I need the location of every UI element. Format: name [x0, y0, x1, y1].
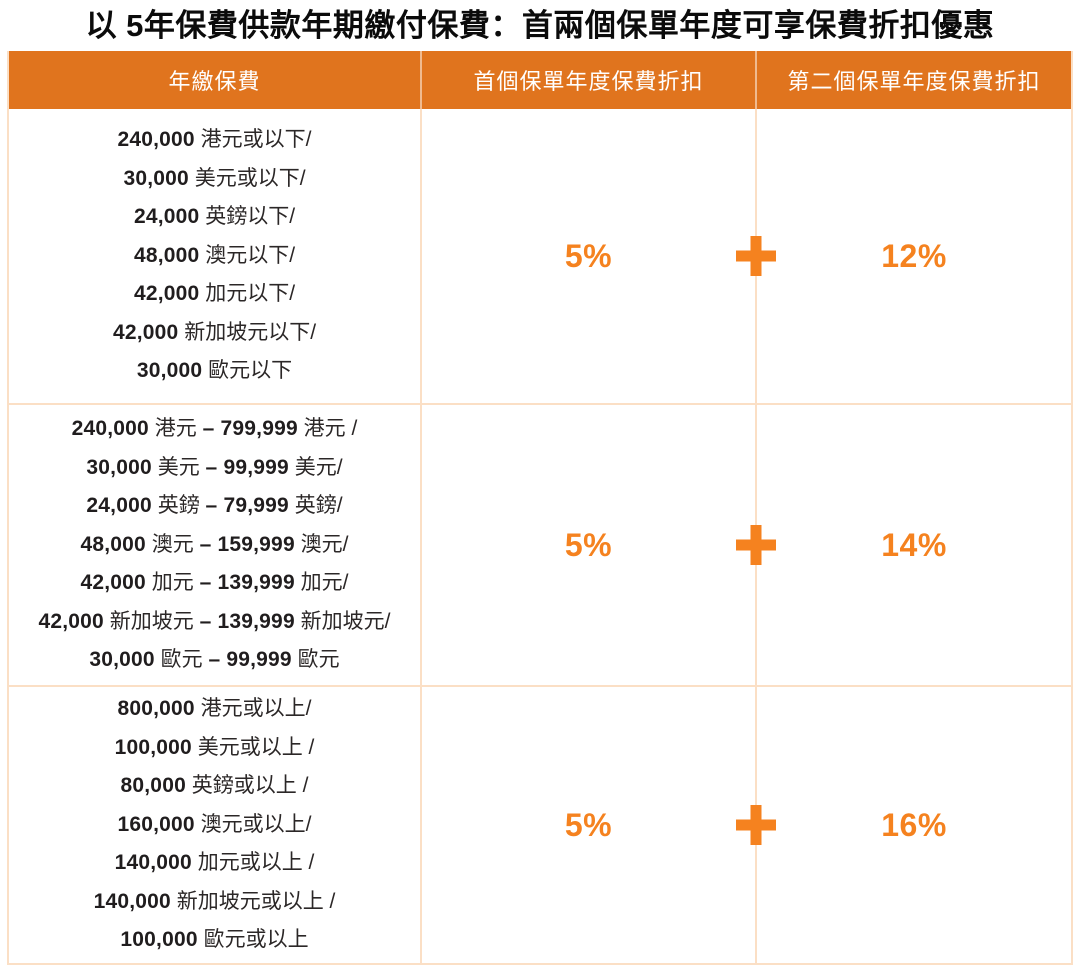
premium-line: 42,000 新加坡元 – 139,999 新加坡元/: [38, 609, 391, 633]
second-year-discount-cell: 14%: [755, 405, 1071, 685]
premium-line: 42,000 新加坡元以下/: [112, 320, 317, 344]
plus-icon: [736, 236, 776, 276]
annual-premium-cell: 800,000 港元或以上/100,000 美元或以上 / 80,000 英鎊或以…: [9, 687, 420, 963]
premium-line: 42,000 加元 – 139,999 加元/: [80, 571, 349, 595]
premium-line: 48,000 澳元以下/: [133, 243, 296, 267]
premium-line: 240,000 港元 – 799,999 港元 /: [71, 417, 358, 441]
premium-line: 30,000 美元或以下/: [123, 166, 306, 190]
first-year-discount-value: 5%: [564, 806, 613, 843]
premium-line: 42,000 加元以下/: [133, 282, 296, 306]
second-year-discount-cell: 16%: [755, 687, 1071, 963]
second-year-discount-cell: 12%: [755, 109, 1071, 403]
premium-line: 48,000 澳元 – 159,999 澳元/: [80, 532, 349, 556]
table-body: 240,000 港元或以下/30,000 美元或以下/24,000 英鎊以下/4…: [9, 109, 1071, 963]
premium-line: 100,000 歐元或以上: [120, 928, 309, 952]
premium-line: 100,000 美元或以上 /: [114, 735, 315, 759]
first-year-discount-cell: 5%: [420, 405, 755, 685]
column-header-annual-premium: 年繳保費: [168, 69, 261, 94]
first-year-discount-cell: 5%: [420, 109, 755, 403]
premium-line: 240,000 港元或以下/: [117, 128, 312, 152]
premium-line: 80,000 英鎊或以上 /: [120, 774, 309, 798]
page-title: 以 5年保費供款年期繳付保費：首兩個保單年度可享保費折扣優惠: [85, 8, 995, 43]
plus-icon: [736, 805, 776, 845]
second-year-discount-value: 14%: [881, 526, 947, 563]
second-year-discount-value: 16%: [881, 806, 947, 843]
premium-line: 30,000 歐元 – 99,999 歐元: [89, 648, 340, 672]
premium-line: 30,000 歐元以下: [136, 359, 293, 383]
table-row: 800,000 港元或以上/100,000 美元或以上 / 80,000 英鎊或以…: [9, 685, 1071, 963]
premium-discount-table: 年繳保費 首個保單年度保費折扣 第二個保單年度保費折扣 240,000 港元或以…: [7, 51, 1073, 965]
premium-line: 140,000 新加坡元或以上 /: [93, 889, 336, 913]
annual-premium-cell: 240,000 港元或以下/30,000 美元或以下/24,000 英鎊以下/4…: [9, 109, 420, 403]
premium-line: 24,000 英鎊 – 79,999 英鎊/: [86, 494, 343, 518]
annual-premium-cell: 240,000 港元 – 799,999 港元 / 30,000 美元 – 99,…: [9, 405, 420, 685]
plus-icon: [736, 525, 776, 565]
premium-line: 160,000 澳元或以上/: [117, 812, 312, 836]
premium-line: 30,000 美元 – 99,999 美元/: [86, 455, 343, 479]
table-row: 240,000 港元或以下/30,000 美元或以下/24,000 英鎊以下/4…: [9, 109, 1071, 403]
second-year-discount-value: 12%: [881, 237, 947, 274]
column-header-first-year-discount: 首個保單年度保費折扣: [420, 51, 755, 109]
first-year-discount-value: 5%: [564, 237, 613, 274]
first-year-discount-value: 5%: [564, 526, 613, 563]
column-header-second-year-discount: 第二個保單年度保費折扣: [755, 51, 1071, 109]
premium-line: 24,000 英鎊以下/: [133, 205, 296, 229]
premium-line: 800,000 港元或以上/: [117, 697, 312, 721]
first-year-discount-cell: 5%: [420, 687, 755, 963]
table-header-row: 年繳保費 首個保單年度保費折扣 第二個保單年度保費折扣: [9, 51, 1071, 109]
premium-line: 140,000 加元或以上 /: [114, 851, 315, 875]
table-row: 240,000 港元 – 799,999 港元 / 30,000 美元 – 99,…: [9, 403, 1071, 685]
